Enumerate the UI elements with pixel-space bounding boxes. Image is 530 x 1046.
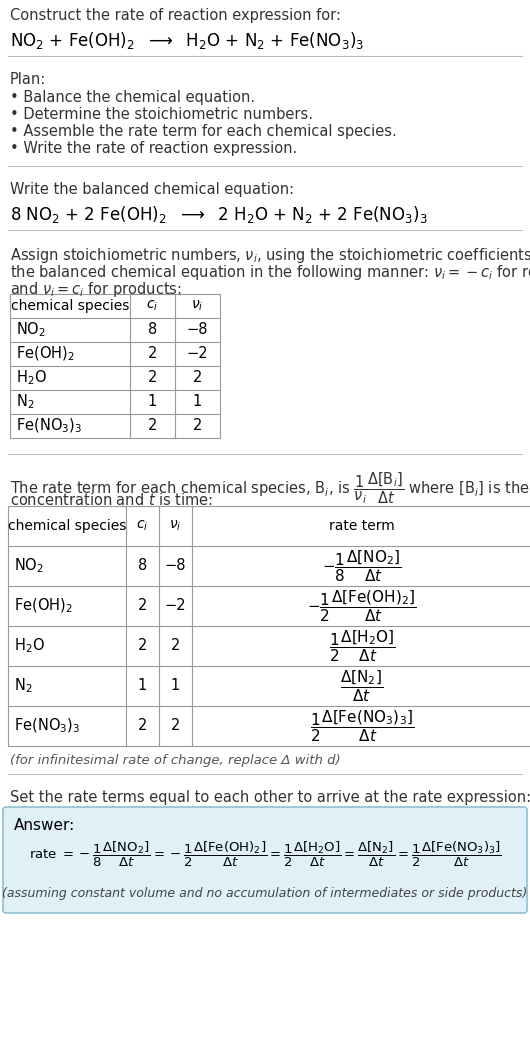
Text: Answer:: Answer: [14,818,75,833]
Text: $\dfrac{1}{2}\dfrac{\Delta[\mathrm{Fe(NO_3)_3}]}{\Delta t}$: $\dfrac{1}{2}\dfrac{\Delta[\mathrm{Fe(NO… [310,708,414,744]
Text: 1: 1 [138,679,147,693]
Text: Fe(OH)$_2$: Fe(OH)$_2$ [14,597,73,615]
Text: $\dfrac{1}{2}\dfrac{\Delta[\mathrm{H_2O}]}{\Delta t}$: $\dfrac{1}{2}\dfrac{\Delta[\mathrm{H_2O}… [329,628,395,664]
Text: Assign stoichiometric numbers, $\nu_i$, using the stoichiometric coefficients, $: Assign stoichiometric numbers, $\nu_i$, … [10,246,530,265]
Text: 8: 8 [138,559,147,573]
Text: $c_i$: $c_i$ [136,519,148,533]
Text: NO$_2$: NO$_2$ [16,321,46,339]
Bar [8,506,530,746]
Text: 2: 2 [193,418,202,433]
Text: NO$_2$: NO$_2$ [14,556,44,575]
Text: N$_2$: N$_2$ [14,677,32,696]
Text: 1: 1 [171,679,180,693]
Text: 2: 2 [193,370,202,386]
Text: N$_2$: N$_2$ [16,392,34,411]
Text: Write the balanced chemical equation:: Write the balanced chemical equation: [10,182,294,197]
FancyBboxPatch shape [3,808,527,913]
Text: 2: 2 [171,638,180,654]
Text: $\nu_i$: $\nu_i$ [191,299,204,313]
Text: • Balance the chemical equation.: • Balance the chemical equation. [10,90,255,105]
Bar [10,294,220,438]
Text: rate term: rate term [329,519,395,533]
Text: −8: −8 [187,322,208,338]
Text: (for infinitesimal rate of change, replace Δ with d): (for infinitesimal rate of change, repla… [10,754,341,767]
Text: The rate term for each chemical species, B$_i$, is $\dfrac{1}{\nu_i}\dfrac{\Delt: The rate term for each chemical species,… [10,470,530,505]
Text: −8: −8 [165,559,186,573]
Text: 1: 1 [148,394,157,409]
Text: Fe(OH)$_2$: Fe(OH)$_2$ [16,345,75,363]
Text: (assuming constant volume and no accumulation of intermediates or side products): (assuming constant volume and no accumul… [2,887,528,900]
Text: and $\nu_i = c_i$ for products:: and $\nu_i = c_i$ for products: [10,280,182,299]
Text: rate $= -\dfrac{1}{8}\dfrac{\Delta[\mathrm{NO_2}]}{\Delta t} = -\dfrac{1}{2}\dfr: rate $= -\dfrac{1}{8}\dfrac{\Delta[\math… [29,840,501,869]
Text: $\dfrac{\Delta[\mathrm{N_2}]}{\Delta t}$: $\dfrac{\Delta[\mathrm{N_2}]}{\Delta t}$ [340,668,384,704]
Text: 8: 8 [148,322,157,338]
Text: the balanced chemical equation in the following manner: $\nu_i = -c_i$ for react: the balanced chemical equation in the fo… [10,263,530,282]
Text: $c_i$: $c_i$ [146,299,158,313]
Text: 8 NO$_2$ + 2 Fe(OH)$_2$  $\longrightarrow$  2 H$_2$O + N$_2$ + 2 Fe(NO$_3$)$_3$: 8 NO$_2$ + 2 Fe(OH)$_2$ $\longrightarrow… [10,204,428,225]
Text: 2: 2 [138,598,147,614]
Text: −2: −2 [187,346,208,362]
Text: • Write the rate of reaction expression.: • Write the rate of reaction expression. [10,141,297,156]
Text: 2: 2 [148,418,157,433]
Text: H$_2$O: H$_2$O [14,637,45,656]
Text: Fe(NO$_3$)$_3$: Fe(NO$_3$)$_3$ [14,717,80,735]
Text: $-\dfrac{1}{2}\dfrac{\Delta[\mathrm{Fe(OH)_2}]}{\Delta t}$: $-\dfrac{1}{2}\dfrac{\Delta[\mathrm{Fe(O… [307,588,417,623]
Text: • Assemble the rate term for each chemical species.: • Assemble the rate term for each chemic… [10,124,397,139]
Text: Construct the rate of reaction expression for:: Construct the rate of reaction expressio… [10,8,341,23]
Text: 2: 2 [148,370,157,386]
Text: $\nu_i$: $\nu_i$ [169,519,182,533]
Text: −2: −2 [165,598,187,614]
Text: $-\dfrac{1}{8}\dfrac{\Delta[\mathrm{NO_2}]}{\Delta t}$: $-\dfrac{1}{8}\dfrac{\Delta[\mathrm{NO_2… [322,548,402,584]
Text: 2: 2 [138,719,147,733]
Text: Fe(NO$_3$)$_3$: Fe(NO$_3$)$_3$ [16,416,82,435]
Text: NO$_2$ + Fe(OH)$_2$  $\longrightarrow$  H$_2$O + N$_2$ + Fe(NO$_3$)$_3$: NO$_2$ + Fe(OH)$_2$ $\longrightarrow$ H$… [10,30,364,51]
Text: 1: 1 [193,394,202,409]
Text: • Determine the stoichiometric numbers.: • Determine the stoichiometric numbers. [10,107,313,122]
Text: Set the rate terms equal to each other to arrive at the rate expression:: Set the rate terms equal to each other t… [10,790,530,805]
Text: chemical species: chemical species [8,519,126,533]
Text: Plan:: Plan: [10,72,46,87]
Text: concentration and $t$ is time:: concentration and $t$ is time: [10,492,213,508]
Text: 2: 2 [148,346,157,362]
Text: H$_2$O: H$_2$O [16,368,47,387]
Text: 2: 2 [138,638,147,654]
Text: 2: 2 [171,719,180,733]
Text: chemical species: chemical species [11,299,129,313]
